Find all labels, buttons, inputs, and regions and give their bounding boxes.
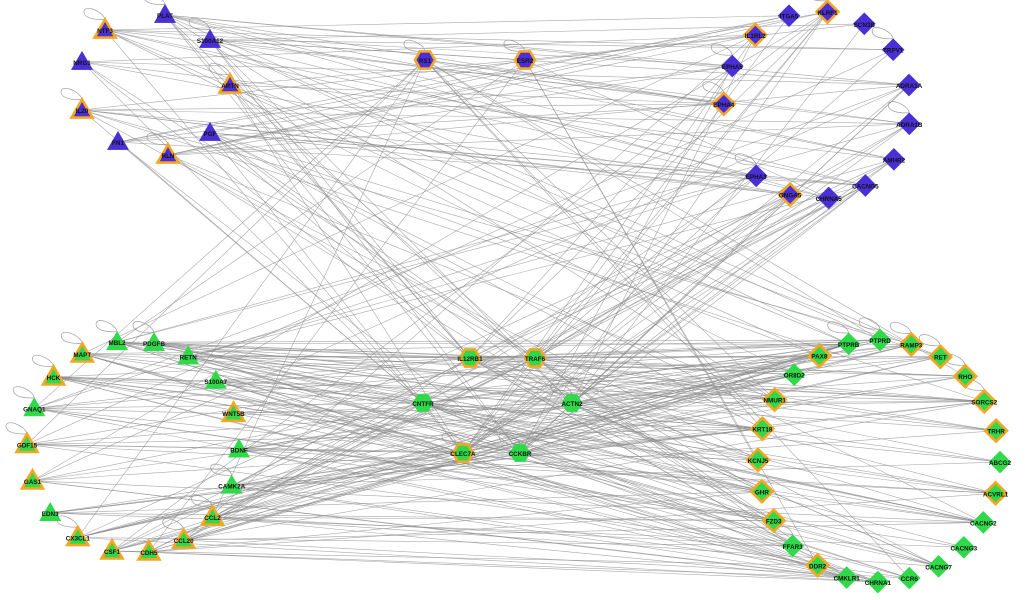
svg-text:CSF1: CSF1 [104, 549, 121, 556]
svg-text:IL20: IL20 [76, 108, 89, 115]
svg-text:FFAR3: FFAR3 [783, 544, 803, 551]
svg-text:CCL20: CCL20 [174, 538, 194, 545]
svg-text:CMKLR1: CMKLR1 [834, 576, 861, 583]
svg-text:CX3CL1: CX3CL1 [66, 536, 91, 543]
svg-text:ARTN: ARTN [221, 83, 239, 90]
svg-text:GAS1: GAS1 [24, 479, 42, 486]
svg-text:BDNF: BDNF [230, 448, 248, 455]
svg-text:TRAF6: TRAF6 [525, 356, 546, 363]
svg-text:OR8D2: OR8D2 [784, 373, 805, 380]
svg-text:SORCS2: SORCS2 [971, 399, 997, 406]
svg-text:CNTFR: CNTFR [412, 401, 434, 408]
svg-text:NTF3: NTF3 [97, 28, 113, 35]
svg-text:IL1RL2: IL1RL2 [745, 33, 766, 40]
svg-text:CCL2: CCL2 [204, 515, 221, 522]
svg-text:AMHR2: AMHR2 [883, 157, 906, 164]
svg-text:GHR: GHR [755, 489, 769, 496]
svg-text:PDGFB: PDGFB [143, 341, 165, 348]
svg-text:MBL2: MBL2 [109, 340, 127, 347]
svg-text:DDR2: DDR2 [809, 563, 827, 570]
svg-text:IL12RB1: IL12RB1 [457, 356, 483, 363]
svg-text:CCKBR: CCKBR [509, 451, 532, 458]
svg-text:FZD3: FZD3 [766, 519, 782, 526]
svg-text:RAMP3: RAMP3 [900, 342, 923, 349]
svg-text:GNGA5: GNGA5 [779, 193, 802, 200]
svg-text:EPHA4: EPHA4 [713, 102, 734, 109]
svg-text:CACNG7: CACNG7 [925, 564, 952, 571]
svg-text:HCK: HCK [47, 375, 61, 382]
svg-text:KCNJ5: KCNJ5 [748, 458, 769, 465]
svg-text:NMUR1: NMUR1 [764, 398, 787, 405]
svg-text:TRPV1: TRPV1 [883, 48, 904, 55]
svg-text:KLRF1: KLRF1 [817, 10, 838, 17]
svg-text:MAPT: MAPT [73, 352, 91, 359]
svg-text:GDF15: GDF15 [17, 442, 38, 449]
svg-text:CDH5: CDH5 [140, 550, 158, 557]
svg-text:NRG1: NRG1 [73, 60, 91, 67]
svg-text:ACVRL1: ACVRL1 [983, 491, 1009, 498]
svg-text:RET: RET [934, 355, 947, 362]
svg-text:ABCG2: ABCG2 [989, 460, 1012, 467]
svg-text:WNT5B: WNT5B [222, 411, 245, 418]
svg-text:S100A12: S100A12 [197, 38, 224, 45]
svg-text:RETN: RETN [180, 355, 198, 362]
svg-text:CACNG3: CACNG3 [951, 545, 978, 552]
svg-text:TRHR: TRHR [987, 429, 1005, 436]
svg-text:PTPRB: PTPRB [838, 342, 860, 349]
svg-text:ESR2: ESR2 [517, 58, 534, 65]
svg-text:ADRA1B: ADRA1B [896, 122, 923, 129]
svg-text:RS1: RS1 [419, 58, 432, 65]
svg-text:ADRA1A: ADRA1A [896, 83, 923, 90]
svg-text:CLEC7A: CLEC7A [450, 451, 476, 458]
svg-text:CAMK2A: CAMK2A [218, 484, 245, 491]
svg-text:FN1: FN1 [112, 140, 124, 147]
svg-text:EPHA3: EPHA3 [746, 174, 767, 181]
svg-text:CACNG5: CACNG5 [852, 184, 879, 191]
svg-text:SCN3B: SCN3B [854, 22, 876, 29]
svg-text:PLAT: PLAT [157, 13, 173, 20]
svg-text:S100A7: S100A7 [204, 379, 227, 386]
svg-text:ACTN2: ACTN2 [562, 401, 583, 408]
svg-text:PTPRD: PTPRD [869, 338, 891, 345]
svg-text:ITGA5: ITGA5 [780, 14, 799, 21]
svg-text:CHRNA1: CHRNA1 [865, 580, 892, 587]
svg-text:PAX8: PAX8 [811, 354, 827, 361]
svg-text:CACNG2: CACNG2 [970, 520, 997, 527]
svg-text:PGF: PGF [204, 131, 217, 138]
svg-text:CCR6: CCR6 [901, 576, 919, 583]
svg-text:GNAQ1: GNAQ1 [23, 406, 46, 413]
svg-text:KRT18: KRT18 [752, 427, 772, 434]
svg-text:RHO: RHO [958, 374, 972, 381]
svg-text:EPHA5: EPHA5 [722, 64, 743, 71]
svg-text:CHRNA5: CHRNA5 [816, 196, 843, 203]
svg-text:EDN3: EDN3 [42, 511, 59, 518]
svg-text:RLN: RLN [162, 153, 175, 160]
